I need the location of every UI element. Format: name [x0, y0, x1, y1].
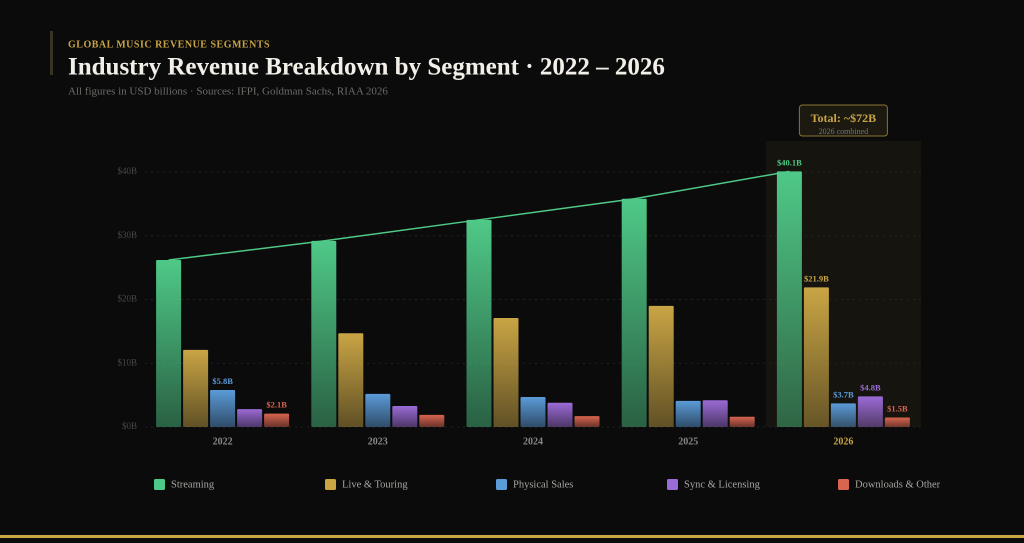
bar	[547, 402, 573, 427]
accent-bar	[50, 31, 53, 75]
bar	[648, 305, 674, 427]
bar	[675, 400, 701, 427]
bar	[729, 416, 755, 427]
legend-label: Sync & Licensing	[684, 479, 761, 490]
bar	[803, 287, 829, 427]
x-tick-label: 2024	[523, 436, 543, 447]
x-tick-label: 2023	[368, 436, 388, 447]
bar	[776, 171, 802, 427]
bar	[884, 417, 910, 427]
x-tick-label: 2026	[833, 436, 853, 447]
subtitle: All figures in USD billions · Sources: I…	[68, 86, 388, 98]
legend-swatch	[667, 479, 678, 490]
legend-label: Physical Sales	[513, 479, 573, 490]
trend-line	[168, 170, 790, 261]
bar	[857, 396, 883, 427]
y-tick-label: $20B	[117, 294, 137, 304]
legend-label: Downloads & Other	[855, 479, 941, 490]
y-tick-label: $40B	[117, 166, 137, 176]
bar	[621, 198, 647, 427]
legend-swatch	[496, 479, 507, 490]
x-tick-label: 2022	[213, 436, 233, 447]
bar	[419, 414, 445, 427]
bar	[520, 397, 546, 427]
bar	[702, 400, 728, 427]
legend-label: Streaming	[171, 479, 215, 490]
annotation-box	[798, 104, 888, 137]
x-tick-label: 2025	[678, 436, 698, 447]
y-tick-label: $30B	[117, 230, 137, 240]
bar	[830, 403, 856, 427]
value-label: $40.1B	[777, 157, 802, 167]
value-label: $3.7B	[833, 389, 854, 399]
bar	[264, 413, 290, 427]
bar	[183, 349, 209, 427]
annotation-subtext: 2026 combined	[819, 127, 869, 136]
value-label: $1.5B	[887, 403, 908, 413]
eyebrow: GLOBAL MUSIC REVENUE SEGMENTS	[68, 39, 270, 50]
bottom-rule	[0, 535, 1024, 538]
legend-swatch	[325, 479, 336, 490]
legend-swatch	[838, 479, 849, 490]
bar	[338, 333, 364, 427]
bar	[392, 405, 418, 427]
value-label: $4.8B	[860, 382, 881, 392]
value-label: $21.9B	[804, 273, 829, 283]
bar	[365, 393, 391, 427]
bar	[210, 390, 236, 427]
annotation-text: Total: ~$72B	[811, 111, 876, 125]
y-tick-label: $0B	[122, 421, 137, 431]
bar	[237, 409, 263, 427]
y-tick-label: $10B	[117, 357, 137, 367]
bar	[466, 219, 492, 427]
legend-label: Live & Touring	[342, 479, 408, 490]
legend-swatch	[154, 479, 165, 490]
value-label: $5.8B	[212, 376, 233, 386]
bar	[311, 240, 337, 427]
value-label: $2.1B	[266, 400, 287, 410]
bar	[493, 317, 519, 427]
chart-title: Industry Revenue Breakdown by Segment · …	[68, 54, 665, 81]
bar	[156, 259, 182, 427]
bar	[574, 416, 600, 427]
